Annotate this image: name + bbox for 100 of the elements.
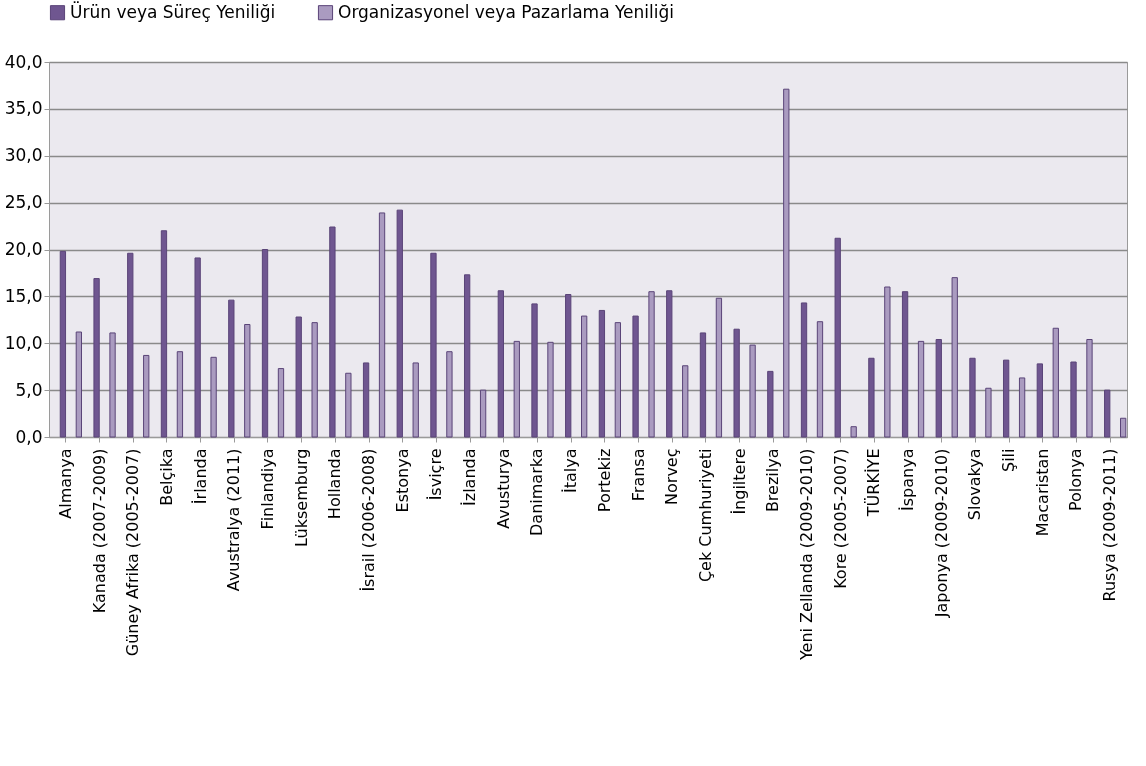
- y-tick-label: 0,0: [15, 426, 43, 447]
- x-tick-label: İsrail (2006-2008): [359, 448, 379, 592]
- bar: [513, 340, 520, 438]
- bar: [160, 230, 168, 438]
- x-tick-label: Belçika: [156, 448, 176, 506]
- bar: [210, 356, 217, 438]
- x-tick-label: İtalya: [561, 448, 581, 494]
- y-tick-label: 25,0: [4, 192, 43, 213]
- bar: [868, 357, 875, 438]
- bar: [632, 315, 639, 438]
- x-tick-label: Slovakya: [965, 448, 985, 521]
- bar: [479, 389, 487, 438]
- x-tick-label: Rusya (2009-2011): [1100, 448, 1120, 602]
- bar: [277, 368, 285, 438]
- bar: [884, 286, 891, 438]
- bar: [1086, 339, 1093, 438]
- y-tick-label: 40,0: [4, 51, 43, 72]
- bar: [531, 303, 538, 438]
- bar: [176, 351, 184, 438]
- x-tick-label: Japonya (2009-2010): [931, 448, 951, 619]
- bar: [749, 344, 756, 438]
- x-tick-label: Fransa: [628, 448, 648, 502]
- bar: [581, 315, 588, 438]
- y-tick-label: 10,0: [4, 332, 43, 353]
- x-tick-label: Brezilya: [763, 448, 783, 513]
- x-tick-label: Avustralya (2011): [224, 448, 244, 592]
- bar: [430, 252, 437, 438]
- x-tick-label: Avusturya: [493, 448, 513, 529]
- y-tick-label: 5,0: [15, 379, 43, 400]
- x-tick-label: Portekiz: [594, 448, 614, 513]
- x-tick-label: Güney Afrika (2005-2007): [123, 448, 143, 657]
- bar: [614, 322, 622, 438]
- bar: [699, 332, 707, 438]
- bar: [378, 212, 386, 438]
- bar: [985, 387, 992, 438]
- x-tick-label: Hollanda: [325, 448, 345, 520]
- bar: [1120, 417, 1127, 438]
- bar: [969, 357, 976, 438]
- x-tick-label: TÜRKİYE: [864, 448, 884, 518]
- legend-label: Organizasyonel veya Pazarlama Yeniliği: [338, 1, 674, 22]
- bar: [1002, 359, 1010, 438]
- bar: [362, 362, 370, 438]
- y-tick-label: 20,0: [4, 239, 43, 259]
- x-tick-label: İrlanda: [190, 448, 210, 505]
- bar: [1018, 377, 1026, 438]
- legend-label: Ürün veya Süreç Yeniliği: [70, 0, 276, 22]
- bar: [783, 88, 790, 438]
- x-tick-label: Yeni Zellanda (2009-2010): [796, 448, 816, 662]
- bar: [329, 226, 336, 438]
- bar: [648, 291, 655, 438]
- x-tick-label: İngiltere: [729, 448, 749, 515]
- bar: [93, 278, 100, 438]
- x-tick-label: Danimarka: [527, 448, 547, 536]
- bar: [143, 354, 150, 438]
- bar: [261, 249, 269, 438]
- bar: [901, 291, 909, 438]
- bar: [951, 277, 958, 438]
- x-tick-label: İspanya: [898, 448, 918, 511]
- x-tick-label: Lüksemburg: [291, 448, 311, 548]
- bar: [412, 362, 419, 438]
- bar: [767, 370, 774, 438]
- x-tick-label: Kanada (2007-2009): [89, 448, 109, 614]
- y-tick-label: 30,0: [4, 145, 43, 166]
- bar: [228, 299, 235, 438]
- x-tick-label: İzlanda: [460, 448, 480, 506]
- bar: [598, 309, 606, 438]
- bar: [800, 302, 808, 438]
- y-tick-label: 35,0: [4, 98, 43, 119]
- bar: [194, 257, 201, 438]
- x-tick-label: Şili: [999, 448, 1019, 472]
- bar: [733, 328, 740, 438]
- bar: [295, 316, 302, 438]
- x-tick-label: Kore (2005-2007): [830, 448, 850, 589]
- bar: [497, 290, 504, 438]
- bar: [917, 340, 925, 438]
- bar: [547, 341, 554, 438]
- bar: [935, 339, 942, 438]
- bar: [850, 426, 857, 438]
- y-tick-label: 15,0: [4, 285, 43, 306]
- bar: [1104, 389, 1111, 438]
- x-tick-label: Polonya: [1066, 448, 1086, 512]
- x-tick-label: Estonya: [392, 448, 412, 513]
- x-tick-label: Macaristan: [1032, 448, 1052, 537]
- bar: [834, 237, 841, 438]
- bar: [666, 290, 673, 438]
- bar: [565, 294, 572, 438]
- bar: [1052, 327, 1059, 438]
- bar: [816, 321, 824, 438]
- bar: [59, 250, 67, 438]
- bar: [682, 365, 689, 438]
- x-tick-label: Çek Cumhuriyeti: [695, 448, 715, 583]
- bar: [1070, 361, 1077, 438]
- x-tick-label: Almanya: [55, 448, 75, 519]
- bar: [345, 372, 352, 438]
- bar: [109, 332, 116, 438]
- bar: [244, 324, 251, 438]
- x-tick-label: Norveç: [662, 448, 682, 505]
- bar: [127, 252, 134, 438]
- bar: [311, 322, 318, 438]
- bar: [715, 297, 723, 438]
